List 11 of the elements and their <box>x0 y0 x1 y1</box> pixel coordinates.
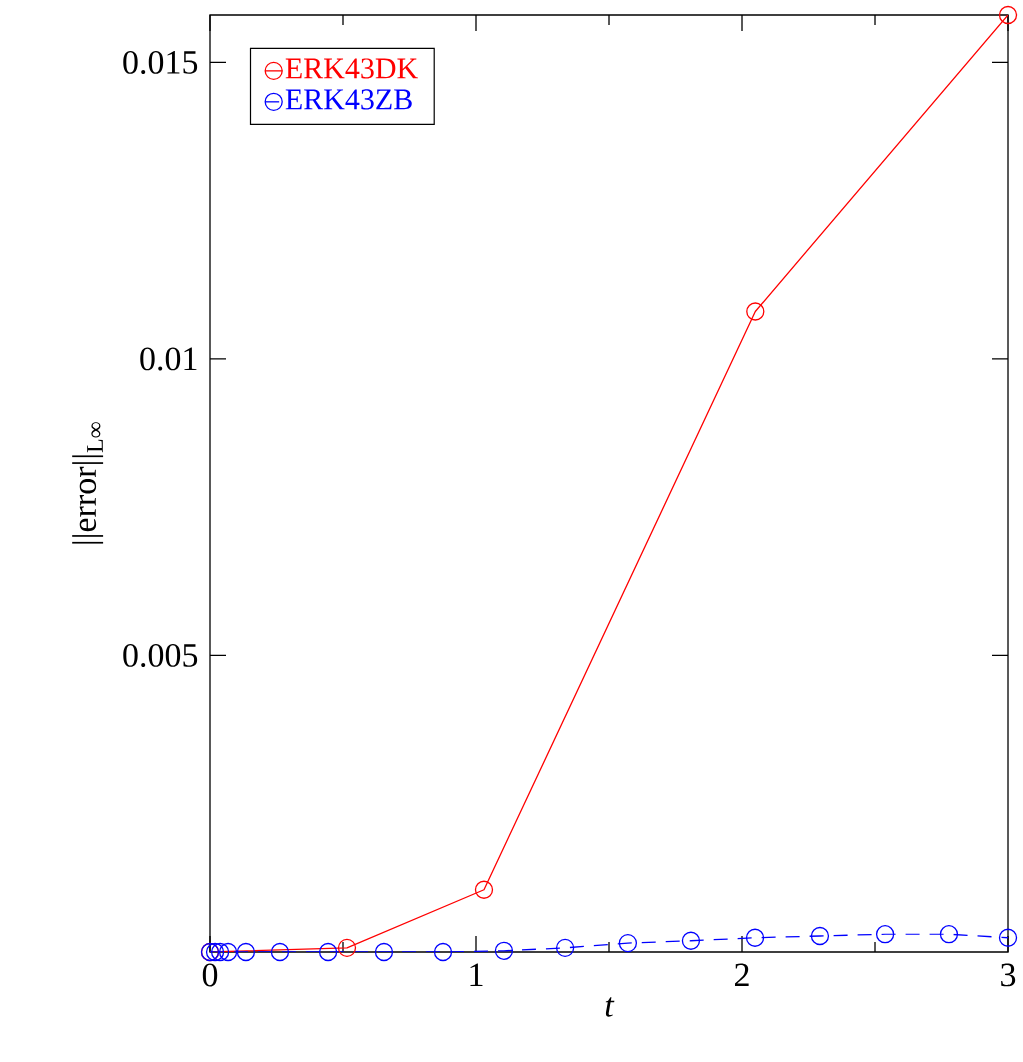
y-tick-label: 0.015 <box>123 50 198 74</box>
x-tick-label: 1 <box>470 963 483 986</box>
y-tick-label: 0.005 <box>123 643 198 668</box>
x-tick-label: 0 <box>202 963 218 987</box>
x-tick-label: 3 <box>1001 963 1016 987</box>
y-axis-title: ||error||$_{L∞}$ <box>72 422 104 544</box>
x-tick-label: 2 <box>734 963 749 987</box>
legend-label: ERK43DK <box>285 58 418 79</box>
y-tick-label: 0.01 <box>140 347 197 371</box>
legend-label: ERK43ZB <box>285 89 412 110</box>
x-axis-title: t <box>605 997 615 1017</box>
